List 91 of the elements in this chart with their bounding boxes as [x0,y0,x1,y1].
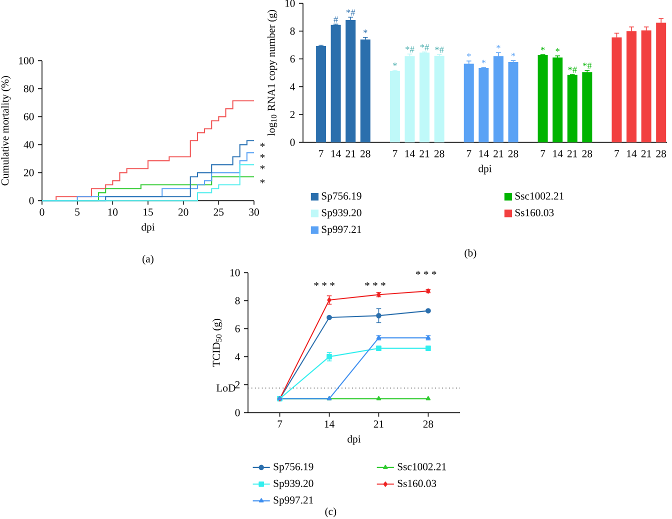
x-tick-label: 14 [405,150,415,158]
y-axis-title: log$_{10}$ RNA1 copy number (g) [267,10,278,136]
y-tick-label: 8 [235,297,240,304]
x-tick-label: 14 [553,150,563,158]
data-label: *# [435,46,444,53]
x-tick-label: 5 [75,208,80,216]
x-tick-label: 21 [420,150,430,158]
data-label: # [334,16,338,23]
x-tick-label: 7 [466,150,472,158]
x-tick-label: 14 [627,150,637,158]
y-tick-label: 20 [24,169,34,176]
data-label: * [511,52,516,56]
x-axis-title: dpi [348,435,361,445]
x-tick-label: 28 [656,150,666,158]
x-tick-label: 7 [540,150,546,158]
data-label: * [364,30,368,34]
y-tick-label: 60 [24,113,34,120]
x-tick-label: 14 [324,420,334,428]
legend-label: Ss160.03 [515,209,554,216]
x-tick-label: 25 [214,208,224,216]
data-label: *# [406,46,414,52]
data-label: *# [420,44,430,50]
data-label: *# [568,66,577,73]
x-tick-label: 7 [614,150,620,158]
x-tick-label: 14 [331,150,341,158]
y-tick-label: 4 [235,353,240,360]
x-tick-label: 7 [393,150,398,158]
y-tick-label: 2 [235,381,240,388]
legend-label: Sp939.20 [322,209,362,218]
x-tick-label: 0 [40,208,44,216]
y-tick-label: 0 [290,138,295,146]
text: * [260,179,265,184]
x-tick-label: 21 [374,420,384,428]
annotation: * * * [416,270,436,275]
y-tick-label: 6 [290,55,295,62]
legend-label: Sp756.19 [322,192,362,202]
data-label: * [393,62,397,66]
x-tick-label: 30 [249,208,259,216]
x-tick-label: 20 [178,208,188,216]
data-label: * [556,48,560,52]
x-tick-label: 21 [494,150,504,158]
legend-label: Sp997.21 [322,226,362,236]
y-axis-title: TCID$_{50}$ (g) [212,318,222,367]
y-tick-label: 80 [24,85,34,92]
data-label: * [467,53,471,57]
data-label: *# [582,62,592,69]
x-tick-label: 7 [319,150,324,158]
x-tick-label: 21 [346,150,356,158]
y-tick-label: 100 [19,57,34,64]
legend-label: Sp997.21 [274,496,314,506]
x-tick-label: 21 [568,150,578,158]
y-tick-label: 4 [290,83,296,90]
legend-label: Sp939.20 [274,480,314,490]
annotation: * * * [314,282,334,286]
y-tick-label: 0 [29,197,34,204]
y-axis-title: Cumulative mortality (%) [1,76,11,186]
annotation: * * * [365,282,386,286]
x-tick-label: 10 [108,208,118,216]
data-label: * [496,44,500,48]
legend-label: Sp756.19 [274,463,314,472]
y-tick-label: 40 [24,141,34,148]
y-tick-label: 2 [290,110,295,118]
x-tick-label: 14 [479,150,489,158]
data-label: * [482,60,486,64]
x-tick-label: 28 [360,150,370,158]
x-tick-label: 28 [423,420,434,428]
x-axis-title: dpi [142,223,155,233]
text: * [260,142,265,147]
x-axis-title: dpi [478,164,492,174]
y-tick-label: 0 [235,409,240,416]
y-tick-label: 8 [290,28,295,35]
text: * [260,154,265,158]
x-tick-label: 28 [508,150,518,158]
legend-label: Ssc1002.21 [398,463,446,470]
x-tick-label: 28 [582,150,592,158]
ref-line-label: LoD [216,384,236,392]
x-tick-label: 21 [641,150,651,158]
y-tick-label: 10 [230,269,240,276]
x-tick-label: 7 [278,420,282,428]
x-tick-label: 28 [434,150,444,158]
y-tick-label: 10 [285,0,295,7]
text: (b) [464,248,476,259]
x-tick-label: 15 [144,208,153,216]
text: (c) [325,508,336,518]
legend-label: Ss160.03 [398,480,436,488]
data-label: * [540,46,545,50]
data-label: *# [346,10,356,16]
legend-label: Ssc1002.21 [515,192,564,200]
text: (a) [142,254,154,265]
text: * [260,165,265,170]
y-tick-label: 6 [235,325,240,332]
